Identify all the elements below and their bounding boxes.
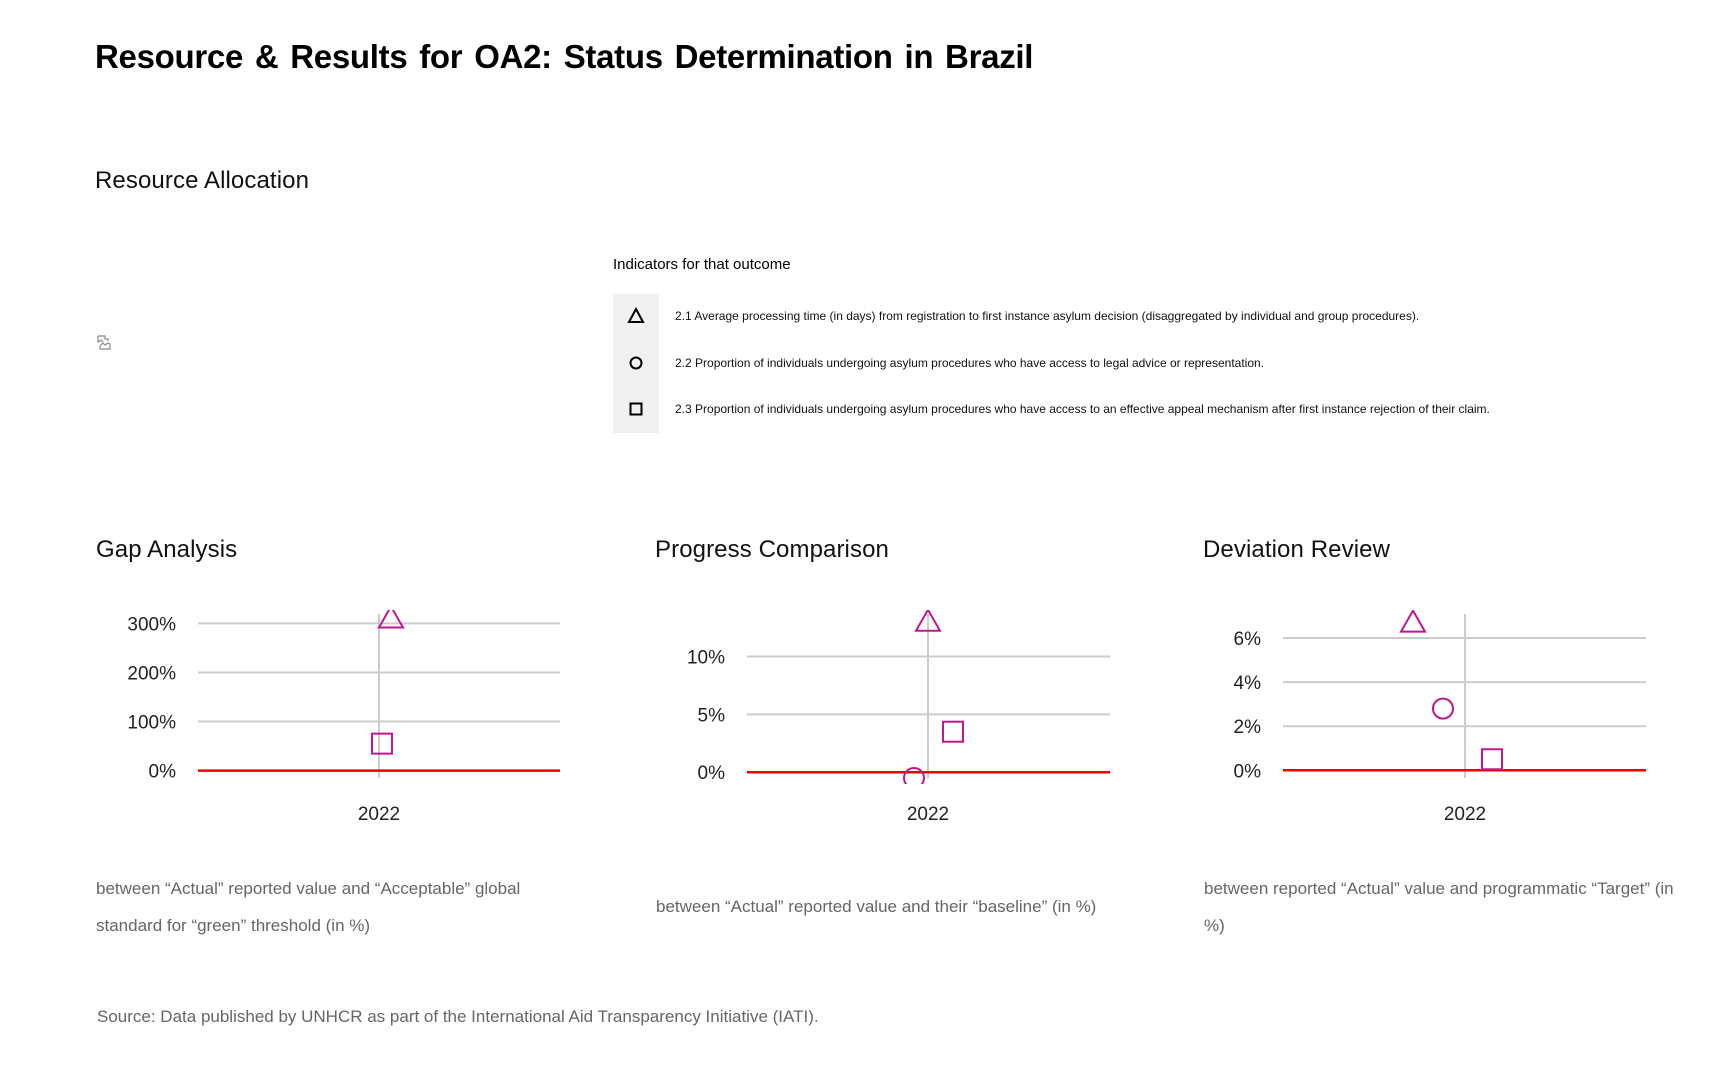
indicators-heading: Indicators for that outcome	[613, 256, 791, 273]
y-tick-label: 10%	[687, 648, 725, 669]
gap-analysis-title: Gap Analysis	[96, 536, 238, 563]
circle-icon	[629, 356, 643, 370]
square-marker	[1481, 748, 1503, 771]
indicator-legend-symbols	[613, 294, 659, 433]
x-tick-label: 2022	[907, 804, 949, 825]
y-tick-label: 4%	[1234, 673, 1262, 694]
x-tick-label: 2022	[1444, 804, 1486, 825]
deviation-review-caption: between reported “Actual” value and prog…	[1204, 879, 1674, 935]
progress-comparison-caption: between “Actual” reported value and thei…	[656, 897, 1097, 916]
indicator-2-2-text: 2.2 Proportion of individuals undergoing…	[675, 356, 1265, 370]
triangle-icon	[627, 306, 645, 323]
y-tick-label: 0%	[1234, 761, 1262, 782]
y-tick-label: 0%	[149, 762, 177, 783]
indicator-2-3-text: 2.3 Proportion of individuals undergoing…	[675, 402, 1490, 416]
broken-image-icon	[97, 335, 111, 350]
y-tick-label: 6%	[1234, 629, 1262, 650]
y-tick-label: 300%	[127, 614, 176, 635]
deviation-review-chart: 0% 2% 4% 6% 2022	[1234, 610, 1646, 825]
square-marker	[942, 720, 964, 743]
triangle-marker	[377, 610, 405, 629]
triangle-marker	[914, 610, 942, 632]
circle-marker	[903, 767, 925, 784]
triangle-marker	[1399, 610, 1427, 633]
y-tick-label: 200%	[127, 663, 176, 684]
y-tick-label: 2%	[1234, 717, 1262, 738]
y-tick-label: 100%	[127, 713, 176, 734]
deviation-review-title: Deviation Review	[1203, 536, 1391, 563]
resource-allocation-title: Resource Allocation	[95, 167, 310, 194]
y-tick-label: 0%	[698, 763, 726, 784]
indicator-2-1-text: 2.1 Average processing time (in days) fr…	[675, 309, 1420, 323]
x-tick-label: 2022	[358, 804, 400, 825]
y-tick-label: 5%	[698, 705, 726, 726]
gap-analysis-chart: 0% 100% 200% 300% 2022	[127, 610, 560, 825]
progress-comparison-chart: 0% 5% 10% 2022	[687, 610, 1110, 825]
gap-analysis-caption: between “Actual” reported value and “Acc…	[96, 879, 521, 935]
circle-marker	[1432, 697, 1454, 720]
square-marker	[371, 732, 393, 755]
source-note: Source: Data published by UNHCR as part …	[97, 1007, 819, 1026]
progress-comparison-title: Progress Comparison	[655, 536, 889, 563]
square-icon	[629, 402, 643, 416]
page-title: Resource & Results for OA2: Status Deter…	[95, 38, 1034, 75]
